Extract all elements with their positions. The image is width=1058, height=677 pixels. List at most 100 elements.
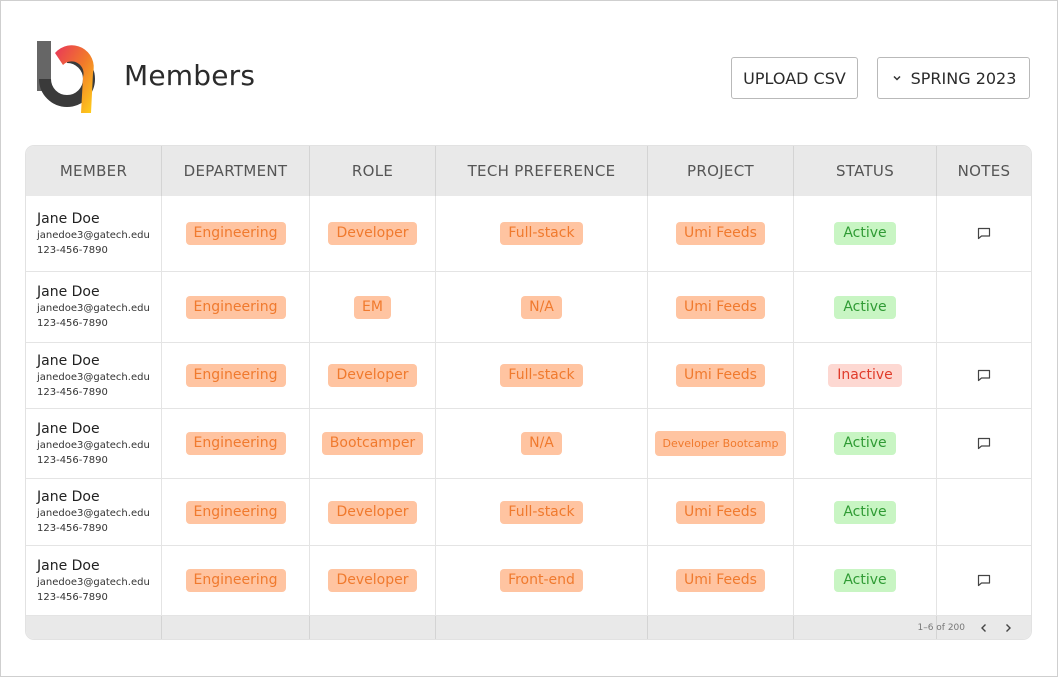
department-tag: Engineering — [185, 364, 286, 387]
cell-project: Umi Feeds — [648, 479, 794, 545]
cell-role: Developer — [310, 343, 436, 408]
members-table: MEMBER DEPARTMENT ROLE TECH PREFERENCE PROJE… — [26, 146, 1031, 639]
cell-tech-preference: N/A — [436, 272, 648, 342]
comment-icon[interactable] — [977, 369, 991, 382]
comment-icon[interactable] — [977, 227, 991, 240]
tech-preference-tag: N/A — [521, 295, 562, 319]
cell-member: Jane Doe janedoe3@gatech.edu 123-456-7890 — [26, 546, 162, 615]
member-email[interactable]: janedoe3@gatech.edu — [37, 229, 150, 241]
member-info: Jane Doe janedoe3@gatech.edu 123-456-7890 — [37, 283, 150, 331]
member-info: Jane Doe janedoe3@gatech.edu 123-456-7890 — [37, 488, 150, 536]
member-email[interactable]: janedoe3@gatech.edu — [37, 576, 150, 588]
cell-project: Umi Feeds — [648, 546, 794, 615]
member-info: Jane Doe janedoe3@gatech.edu 123-456-7890 — [37, 557, 150, 605]
member-name: Jane Doe — [37, 352, 100, 369]
term-select[interactable]: SPRING 2023 — [877, 57, 1030, 99]
member-info: Jane Doe janedoe3@gatech.edu 123-456-7890 — [37, 420, 150, 468]
comment-icon[interactable] — [977, 437, 991, 450]
table-footer: 1–6 of 200 — [26, 616, 1031, 639]
cell-department: Engineering — [162, 479, 310, 545]
cell-project: Umi Feeds — [648, 272, 794, 342]
cell-project: Umi Feeds — [648, 343, 794, 408]
page-title: Members — [124, 59, 256, 92]
member-email[interactable]: janedoe3@gatech.edu — [37, 371, 150, 383]
column-header-department[interactable]: DEPARTMENT — [162, 146, 310, 196]
cell-department: Engineering — [162, 343, 310, 408]
table-row[interactable]: Jane Doe janedoe3@gatech.edu 123-456-7890 E… — [26, 343, 1031, 409]
column-header-tech-preference[interactable]: TECH PREFERENCE — [436, 146, 648, 196]
cell-member: Jane Doe janedoe3@gatech.edu 123-456-7890 — [26, 479, 162, 545]
cell-member: Jane Doe janedoe3@gatech.edu 123-456-7890 — [26, 196, 162, 271]
cell-department: Engineering — [162, 196, 310, 271]
upload-csv-button[interactable]: UPLOAD CSV — [731, 57, 858, 99]
pagination-range: 1–6 of 200 — [917, 622, 965, 633]
table-row[interactable]: Jane Doe janedoe3@gatech.edu 123-456-7890 E… — [26, 479, 1031, 546]
table-row[interactable]: Jane Doe janedoe3@gatech.edu 123-456-7890 E… — [26, 409, 1031, 479]
member-email[interactable]: janedoe3@gatech.edu — [37, 508, 150, 519]
term-select-value: SPRING 2023 — [910, 68, 1017, 88]
footer-cell — [310, 616, 436, 639]
tech-preference-tag: N/A — [521, 432, 562, 455]
member-email[interactable]: janedoe3@gatech.edu — [37, 303, 150, 314]
cell-status: Active — [794, 546, 937, 615]
cell-notes — [937, 343, 1031, 408]
member-name: Jane Doe — [37, 420, 100, 437]
table-row[interactable]: Jane Doe janedoe3@gatech.edu 123-456-7890 E… — [26, 546, 1031, 616]
comment-icon[interactable] — [977, 574, 991, 587]
cell-tech-preference: Full-stack — [436, 479, 648, 545]
table-row[interactable]: Jane Doe janedoe3@gatech.edu 123-456-7890 E… — [26, 272, 1031, 343]
member-info: Jane Doe janedoe3@gatech.edu 123-456-7890 — [37, 352, 150, 400]
role-tag: Bootcamper — [321, 432, 424, 455]
member-phone: 123-456-7890 — [37, 318, 108, 329]
column-header-project[interactable]: PROJECT — [648, 146, 794, 196]
brand-logo — [37, 41, 95, 113]
cell-status: Active — [794, 479, 937, 545]
member-name: Jane Doe — [37, 284, 100, 300]
cell-member: Jane Doe janedoe3@gatech.edu 123-456-7890 — [26, 409, 162, 478]
cell-notes — [937, 546, 1031, 615]
department-tag: Engineering — [185, 432, 286, 455]
cell-tech-preference: Full-stack — [436, 196, 648, 271]
tech-preference-tag: Full-stack — [500, 222, 583, 245]
cell-role: EM — [310, 272, 436, 342]
chevron-left-icon[interactable] — [979, 623, 989, 633]
project-tag: Developer Bootcamp — [654, 431, 787, 456]
member-phone: 123-456-7890 — [37, 523, 108, 534]
footer-cell — [794, 616, 937, 639]
member-email[interactable]: janedoe3@gatech.edu — [37, 439, 150, 451]
chevron-right-icon[interactable] — [1003, 623, 1013, 633]
tech-preference-tag: Front-end — [500, 569, 583, 592]
tech-preference-tag: Full-stack — [500, 364, 583, 387]
status-badge: Inactive — [828, 364, 902, 387]
footer-cell — [648, 616, 794, 639]
cell-role: Bootcamper — [310, 409, 436, 478]
cell-project: Developer Bootcamp — [648, 409, 794, 478]
column-header-notes[interactable]: NOTES — [957, 162, 1011, 180]
status-badge: Active — [834, 500, 896, 524]
member-phone: 123-456-7890 — [37, 386, 108, 398]
cell-member: Jane Doe janedoe3@gatech.edu 123-456-7890 — [26, 272, 162, 342]
column-header-status[interactable]: STATUS — [794, 146, 937, 196]
cell-tech-preference: N/A — [436, 409, 648, 478]
cell-status: Active — [794, 272, 937, 342]
cell-department: Engineering — [162, 409, 310, 478]
pagination: 1–6 of 200 — [917, 616, 1013, 639]
member-name: Jane Doe — [37, 489, 100, 505]
role-tag: Developer — [328, 364, 417, 387]
column-header-role[interactable]: ROLE — [310, 146, 436, 196]
member-phone: 123-456-7890 — [37, 244, 108, 256]
role-tag: Developer — [328, 569, 417, 592]
cell-role: Developer — [310, 196, 436, 271]
table-row[interactable]: Jane Doe janedoe3@gatech.edu 123-456-7890 E… — [26, 196, 1031, 272]
cell-member: Jane Doe janedoe3@gatech.edu 123-456-7890 — [26, 343, 162, 408]
tech-preference-tag: Full-stack — [500, 500, 583, 524]
table-header: MEMBER DEPARTMENT ROLE TECH PREFERENCE PROJE… — [26, 146, 1031, 196]
column-header-member[interactable]: MEMBER — [26, 146, 162, 196]
cell-notes — [937, 479, 1031, 545]
chevron-down-icon — [893, 75, 901, 81]
footer-cell — [162, 616, 310, 639]
role-tag: Developer — [328, 500, 417, 524]
member-info: Jane Doe janedoe3@gatech.edu 123-456-7890 — [37, 210, 150, 258]
project-tag: Umi Feeds — [676, 500, 765, 524]
